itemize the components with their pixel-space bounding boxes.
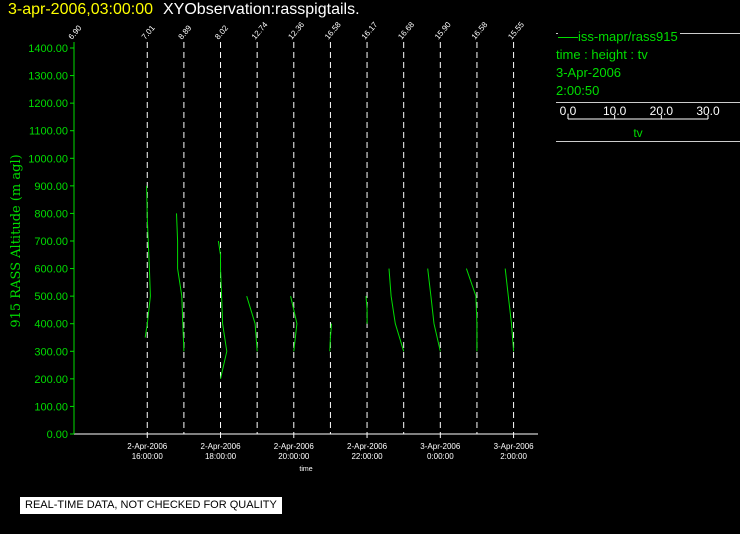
legend-bottom-rule [556,141,740,142]
y-tick-label: 500.00 [34,291,68,303]
y-tick-label: 1200.00 [28,98,68,110]
profile-trace [366,296,367,324]
legend-series-text: iss-mapr/rass915 [578,29,678,44]
legend-panel: iss-mapr/rass915 time : height : tv 3-Ap… [556,30,740,142]
profile-reference-label: 16.58 [470,20,490,42]
x-tick-time: 2:00:00 [500,452,527,461]
legend-date: 3-Apr-2006 [556,65,621,80]
x-tick-time: 0:00:00 [427,452,454,461]
y-tick-label: 0.00 [47,429,68,441]
tv-scale-tick-label: 20.0 [650,104,674,118]
legend-time: 2:00:50 [556,83,599,98]
y-tick-label: 200.00 [34,374,68,386]
tv-scale-label: tv [633,126,642,140]
x-tick-date: 2-Apr-2006 [127,442,168,451]
legend-series-label: iss-mapr/rass915 [558,29,680,44]
profile-trace [218,241,226,379]
profile-reference-label: 6.90 [67,23,84,41]
legend-series-swatch [558,37,578,38]
x-tick-time: 20:00:00 [278,452,310,461]
x-tick-time: 22:00:00 [351,452,383,461]
profile-reference-label: 16.58 [323,20,343,42]
tv-scale-tick-label: 30.0 [696,104,720,118]
profile-reference-label: 8.02 [213,23,230,41]
y-tick-label: 900.00 [34,181,68,193]
x-tick-date: 3-Apr-2006 [420,442,461,451]
y-tick-label: 300.00 [34,346,68,358]
y-tick-label: 700.00 [34,236,68,248]
x-tick-time: 16:00:00 [132,452,164,461]
profile-reference-label: 7.01 [140,23,157,41]
y-axis-title: 915 RASS Altitude (m agl) [9,154,24,327]
y-tick-label: 100.00 [34,401,68,413]
y-tick-label: 1100.00 [29,126,68,138]
profile-trace [466,269,477,352]
profile-trace [505,269,513,352]
x-tick-date: 2-Apr-2006 [201,442,242,451]
y-tick-label: 800.00 [34,208,68,220]
x-tick-date: 3-Apr-2006 [494,442,535,451]
y-tick-label: 400.00 [34,319,68,331]
profile-reference-label: 15.55 [506,20,526,42]
legend-desc: time : height : tv [556,47,648,62]
profile-trace [177,213,184,351]
profile-reference-label: 12.74 [250,20,270,42]
tv-scale: 0.0 10.0 20.0 30.0 tv [556,104,740,140]
quality-notice: REAL-TIME DATA, NOT CHECKED FOR QUALITY [20,497,282,514]
profile-reference-label: 8.89 [177,23,194,41]
profile-reference-label: 16.68 [396,20,416,42]
y-tick-label: 600.00 [34,264,68,276]
profile-reference-label: 12.36 [286,20,306,42]
x-axis-title: time [299,466,312,473]
y-tick-label: 1300.00 [28,71,68,83]
profile-reference-label: 16.17 [360,20,380,42]
profile-reference-label: 15.90 [433,20,453,42]
legend-mid-rule [556,102,740,103]
x-tick-date: 2-Apr-2006 [274,442,315,451]
profile-trace [247,296,258,351]
tv-scale-tick-label: 10.0 [603,104,627,118]
y-tick-label: 1000.00 [28,153,68,165]
profile-trace [428,269,441,352]
profile-trace [145,186,150,338]
x-tick-date: 2-Apr-2006 [347,442,388,451]
y-tick-label: 1400.00 [28,43,68,55]
x-tick-time: 18:00:00 [205,452,237,461]
tv-scale-tick-label: 0.0 [560,104,577,118]
profile-trace [389,269,404,352]
